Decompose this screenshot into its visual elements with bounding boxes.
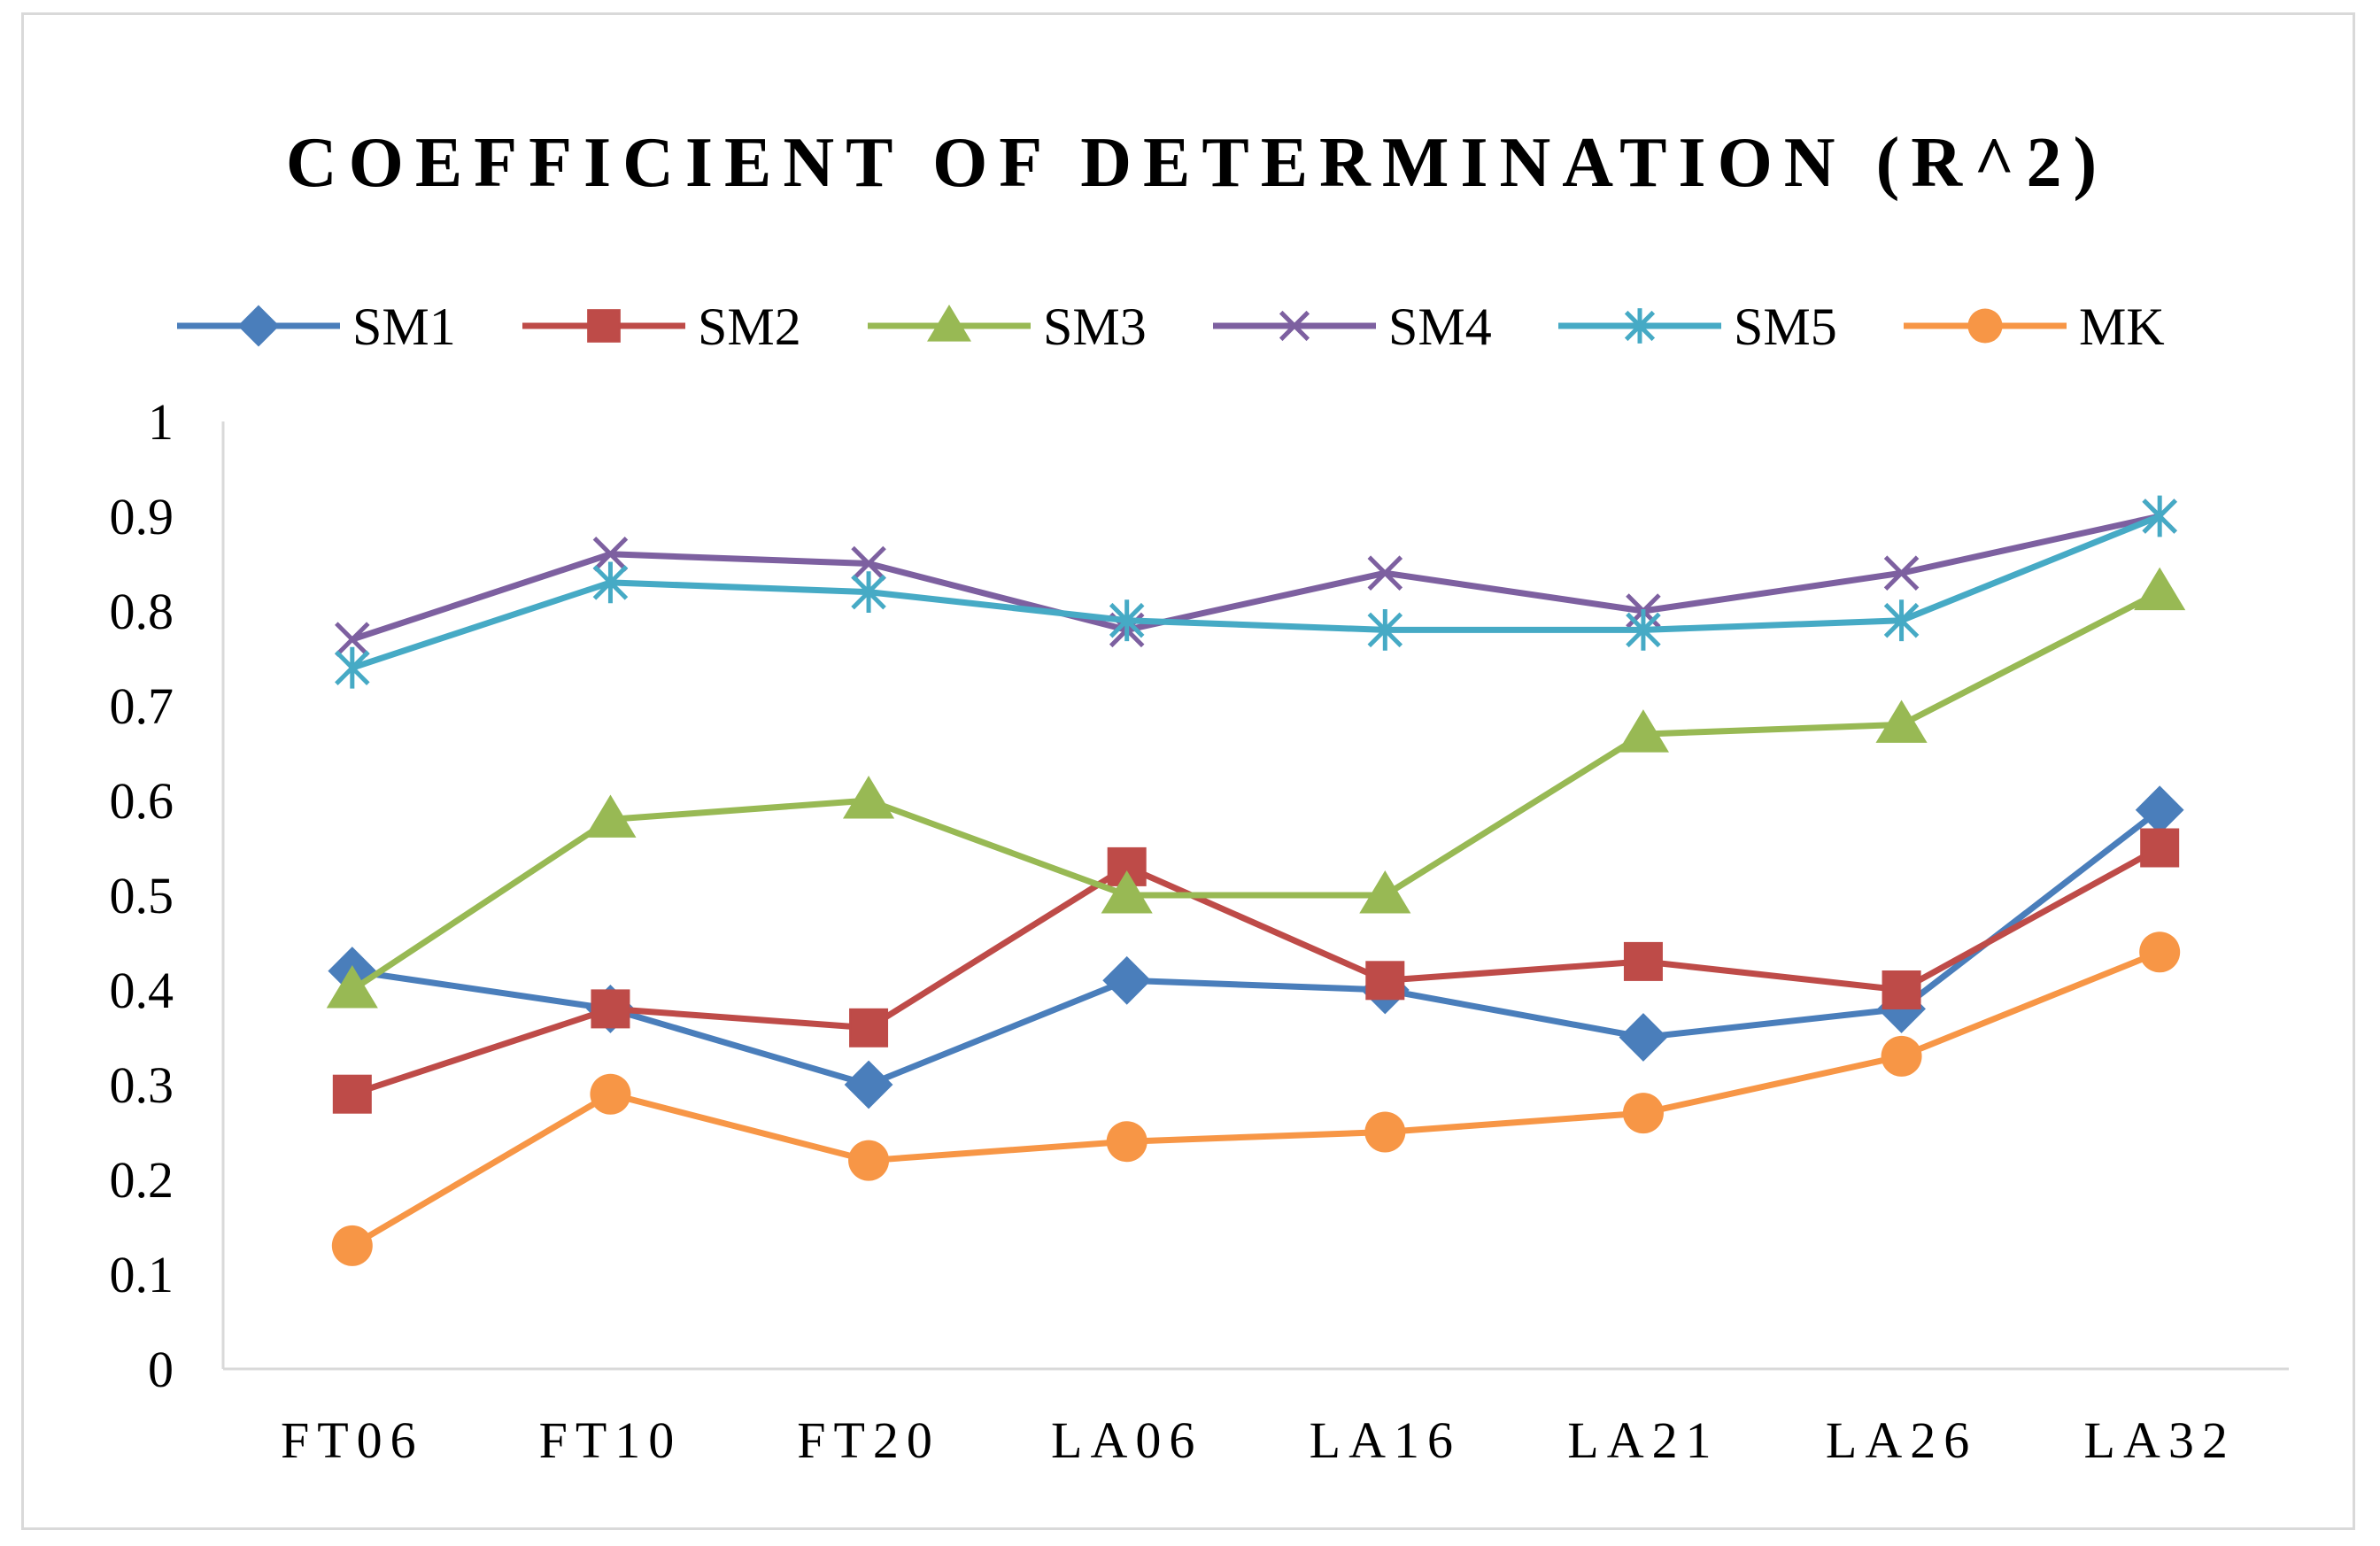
data-point-sm1-ft20 <box>844 1060 893 1109</box>
legend-label-sm3: SM3 <box>1043 298 1147 356</box>
series-line-sm1 <box>349 807 2163 1088</box>
data-point-sm4-ft06 <box>335 622 370 657</box>
legend-marker-mk <box>1967 308 2003 344</box>
y-tick-label: 0 <box>148 1341 174 1398</box>
legend-marker-sm2 <box>587 309 621 343</box>
y-tick-label: 0.8 <box>110 583 174 640</box>
x-tick-label-la16: LA16 <box>1310 1411 1461 1469</box>
data-point-mk-la32 <box>2139 931 2181 973</box>
y-tick-label: 0.6 <box>110 772 174 830</box>
data-point-sm2-la26 <box>1882 970 1921 1009</box>
x-tick-label-ft06: FT06 <box>281 1411 424 1469</box>
legend-label-mk: MK <box>2079 298 2165 356</box>
data-point-mk-ft06 <box>331 1225 373 1266</box>
data-point-sm2-la16 <box>1365 961 1405 1001</box>
data-point-sm4-la26 <box>1883 555 1920 591</box>
series-mk <box>331 931 2181 1266</box>
legend-marker-sm4 <box>1279 310 1310 342</box>
x-tick-label-la06: LA06 <box>1051 1411 1202 1469</box>
y-tick-label: 0.5 <box>110 867 174 924</box>
data-point-sm2-ft20 <box>849 1008 889 1047</box>
data-point-sm4-ft10 <box>592 537 629 572</box>
series-line-sm2 <box>349 845 2163 1098</box>
data-point-sm1-la06 <box>1102 955 1152 1005</box>
data-point-sm2-la32 <box>2140 828 2180 868</box>
data-point-sm4-la16 <box>1367 555 1403 591</box>
data-point-sm3-ft06 <box>326 965 378 1009</box>
data-point-sm5-la16 <box>1367 609 1403 651</box>
y-tick-label: 0.1 <box>110 1246 174 1303</box>
y-tick-label: 0.9 <box>110 488 174 545</box>
data-point-mk-la26 <box>1881 1035 1922 1077</box>
legend: SM1 SM2 SM3 SM4 SM5 MK <box>177 298 2165 356</box>
series-line-mk <box>349 948 2163 1249</box>
y-tick-label: 1 <box>148 393 174 451</box>
data-point-sm1-la21 <box>1619 1013 1668 1062</box>
x-tick-label-ft10: FT10 <box>539 1411 683 1469</box>
series-line-sm5 <box>349 513 2163 671</box>
legend-marker-sm5 <box>1624 308 1656 344</box>
data-point-sm3-ft20 <box>842 776 895 819</box>
legend-marker-sm1 <box>237 305 280 347</box>
legend-item-sm5: SM5 <box>1558 298 1837 356</box>
series-sm5 <box>335 495 2177 689</box>
data-point-sm3-la16 <box>1359 870 1411 914</box>
legend-item-sm1: SM1 <box>177 298 456 356</box>
y-tick-label: 0.3 <box>110 1056 174 1114</box>
legend-item-sm4: SM4 <box>1213 298 1492 356</box>
data-point-sm2-la21 <box>1623 941 1663 981</box>
data-point-sm3-la21 <box>1617 709 1670 753</box>
data-point-sm5-la32 <box>2142 495 2177 537</box>
series-line-sm4 <box>349 513 2163 643</box>
x-tick-label-la32: LA32 <box>2084 1411 2236 1469</box>
x-tick-label-la26: LA26 <box>1826 1411 1977 1469</box>
legend-label-sm5: SM5 <box>1734 298 1837 356</box>
legend-label-sm4: SM4 <box>1388 298 1492 356</box>
data-point-sm2-ft06 <box>332 1074 372 1114</box>
data-point-sm3-la26 <box>1875 700 1928 743</box>
x-tick-label-ft20: FT20 <box>797 1411 940 1469</box>
data-point-sm5-la26 <box>1883 599 1920 642</box>
data-point-sm2-ft10 <box>591 989 630 1029</box>
y-tick-label: 0.2 <box>110 1151 174 1209</box>
data-point-sm4-ft20 <box>851 545 886 582</box>
series-layer <box>326 495 2186 1266</box>
legend-item-mk: MK <box>1904 298 2165 356</box>
data-point-sm5-la06 <box>1109 599 1145 642</box>
data-point-sm3-ft10 <box>584 794 637 838</box>
data-point-sm3-la06 <box>1101 870 1153 914</box>
data-point-mk-la06 <box>1106 1121 1148 1163</box>
series-line-sm3 <box>349 589 2163 993</box>
legend-item-sm2: SM2 <box>522 298 801 356</box>
data-point-sm3-la32 <box>2134 567 2186 611</box>
data-point-sm5-ft10 <box>592 561 629 604</box>
data-point-mk-la16 <box>1364 1111 1406 1153</box>
data-point-mk-ft20 <box>848 1140 890 1181</box>
data-point-sm5-la21 <box>1626 609 1661 651</box>
series-sm3 <box>326 567 2186 1009</box>
legend-marker-sm3 <box>927 304 971 342</box>
data-point-sm5-ft06 <box>335 646 370 689</box>
data-point-sm5-ft20 <box>851 571 886 613</box>
y-tick-label: 0.4 <box>110 962 174 1019</box>
chart-title: COEFFICIENT OF DETERMINATION (R^2) <box>286 124 2108 202</box>
legend-label-sm1: SM1 <box>352 298 456 356</box>
data-point-mk-la21 <box>1622 1093 1664 1134</box>
x-tick-label-la21: LA21 <box>1567 1411 1719 1469</box>
chart-frame <box>21 12 2355 1530</box>
legend-item-sm3: SM3 <box>868 298 1147 356</box>
y-tick-label: 0.7 <box>110 677 174 735</box>
legend-label-sm2: SM2 <box>698 298 801 356</box>
data-point-mk-ft10 <box>590 1073 631 1115</box>
axes: 0 0.1 0.2 0.3 0.4 0.5 0.6 0.7 0.8 0.9 1 FT06 FT10 FT2… <box>110 393 2289 1469</box>
series-sm2 <box>332 828 2180 1114</box>
